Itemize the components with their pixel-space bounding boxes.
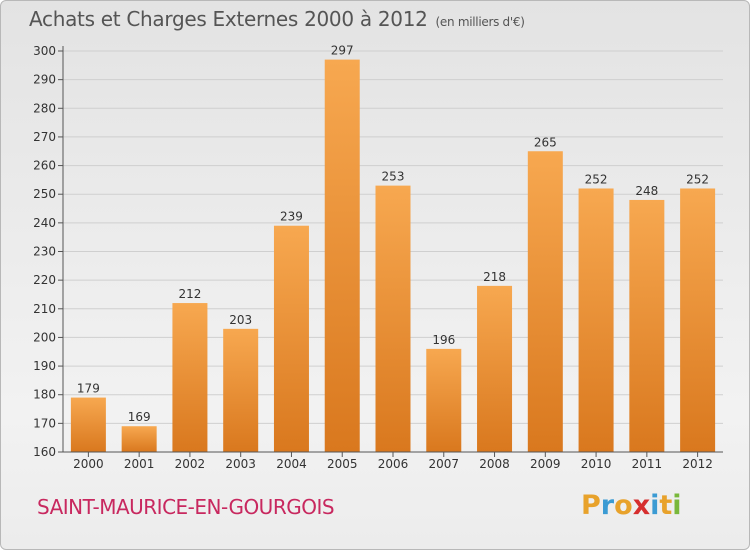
logo-letter: P [581,490,601,521]
bar [121,426,157,452]
logo-letter: x [632,490,651,521]
y-tick-label: 300 [33,44,56,58]
y-tick-label: 290 [33,73,56,87]
bar [70,397,106,452]
axes: 160 170 180 190 200 210 220 230 240 250 260 270 280 2… [33,44,723,471]
data-label: 212 [178,287,201,301]
y-tick-label: 220 [33,273,56,287]
logo-letter: i [672,490,682,521]
bars [70,59,716,452]
y-tick-label: 160 [33,445,56,459]
data-label: 297 [331,44,354,58]
bar [477,285,513,452]
y-tick-label: 270 [33,130,56,144]
proxiti-logo: Proxiti [581,490,682,521]
data-label: 203 [229,313,252,327]
x-tick-label: 2012 [682,457,713,471]
y-tick-label: 180 [33,388,56,402]
x-tick-label: 2004 [276,457,307,471]
x-tick-label: 2000 [73,457,104,471]
logo-letter: t [659,490,673,521]
x-tick-label: 2010 [581,457,612,471]
y-tick-label: 230 [33,245,56,259]
bar [223,328,259,452]
data-label: 252 [585,172,608,186]
bar [324,59,360,452]
y-tick-label: 200 [33,330,56,344]
chart-subtitle: (en milliers d'€) [435,15,525,29]
data-label: 218 [483,270,506,284]
bar [172,303,208,452]
bar [527,151,563,452]
bar [680,188,716,452]
x-tick-label: 2005 [327,457,358,471]
data-label: 265 [534,135,557,149]
title-text: Achats et Charges Externes 2000 à 2012 [29,7,428,31]
y-tick-label: 260 [33,159,56,173]
data-labels: 179 169 212 203 239 297 253 196 218 265 252 248 252 [77,44,709,425]
x-tick-label: 2002 [175,457,206,471]
y-tick-label: 280 [33,101,56,115]
logo-letter: i [650,490,660,521]
chart-title: Achats et Charges Externes 2000 à 2012 (e… [29,7,525,31]
bar [273,225,309,452]
bar [375,185,411,452]
y-tick-label: 210 [33,302,56,316]
logo-letter: r [600,490,615,521]
commune-name: SAINT-MAURICE-EN-GOURGOIS [37,495,335,519]
data-label: 196 [432,333,455,347]
data-label: 239 [280,210,303,224]
data-label: 253 [382,170,405,184]
bar [426,348,462,452]
x-tick-label: 2001 [124,457,155,471]
x-tick-label: 2008 [479,457,510,471]
y-tick-label: 250 [33,187,56,201]
x-tick-label: 2011 [632,457,663,471]
x-tick-label: 2006 [378,457,409,471]
data-label: 252 [686,172,709,186]
data-label: 169 [128,410,151,424]
data-label: 179 [77,382,100,396]
logo-letter: o [614,490,633,521]
bar-chart: 160 170 180 190 200 210 220 230 240 250 260 270 280 2… [33,44,723,471]
x-tick-label: 2009 [530,457,561,471]
x-tick-label: 2003 [225,457,256,471]
x-tick-label: 2007 [428,457,459,471]
bar [578,188,614,452]
data-label: 248 [635,184,658,198]
y-tick-label: 240 [33,216,56,230]
y-tick-label: 170 [33,416,56,430]
y-tick-label: 190 [33,359,56,373]
bar [629,199,665,452]
